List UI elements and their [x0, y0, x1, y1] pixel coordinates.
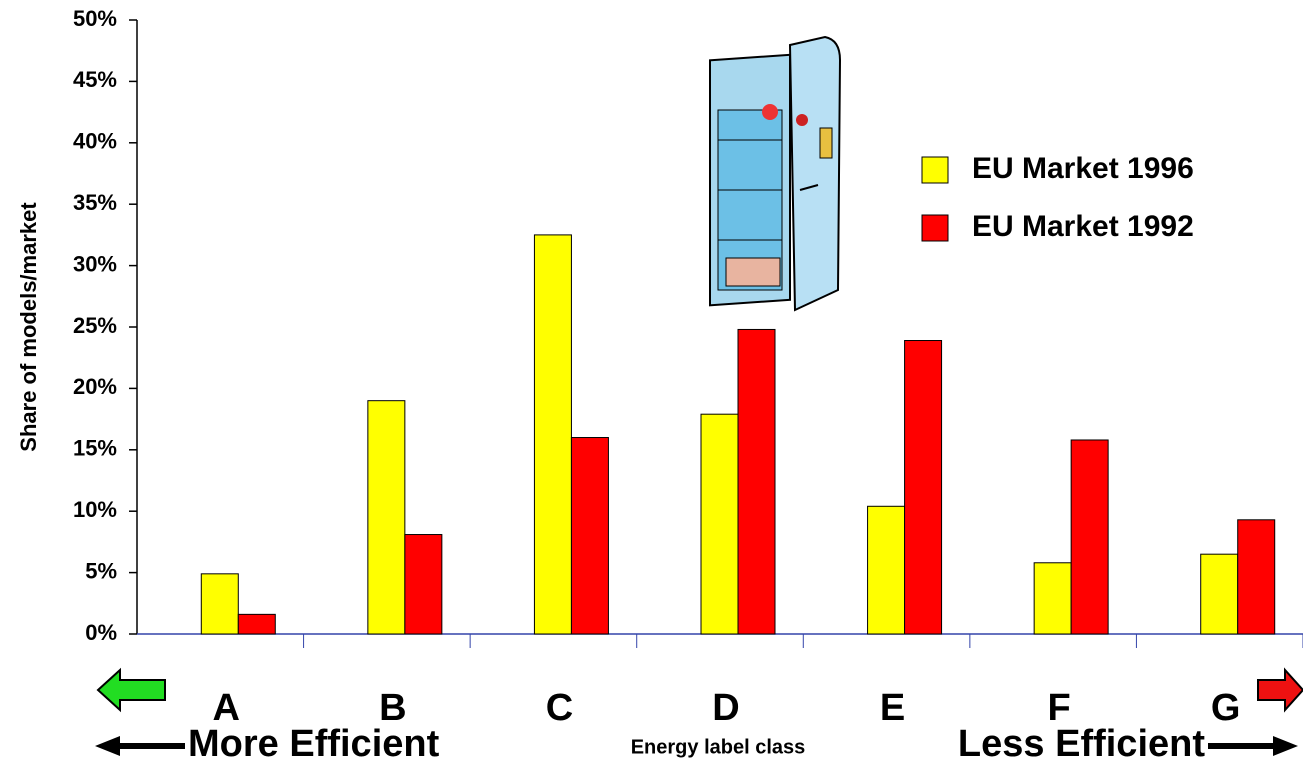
y-axis-label: Share of models/market	[16, 202, 41, 452]
arrow-left-icon	[96, 667, 166, 713]
bar	[737, 328, 776, 635]
y-tick-label: 30%	[73, 251, 117, 276]
x-tick-label: A	[213, 687, 240, 729]
bar	[367, 400, 406, 635]
bar	[1200, 553, 1239, 635]
y-tick-label: 50%	[73, 6, 117, 31]
bar	[700, 413, 739, 635]
bar	[1033, 562, 1072, 635]
bar	[867, 505, 906, 635]
bar	[1070, 439, 1109, 635]
bar	[904, 340, 943, 635]
y-tick-label: 45%	[73, 67, 117, 92]
y-tick-label: 40%	[73, 129, 117, 154]
bar	[533, 234, 572, 635]
x-tick-label: B	[379, 687, 406, 729]
x-tick-label: G	[1211, 687, 1241, 729]
legend-label: EU Market 1996	[972, 152, 1194, 185]
bar	[237, 613, 276, 635]
x-tick-label: E	[880, 687, 905, 729]
y-tick-label: 20%	[73, 374, 117, 399]
legend-swatch	[921, 214, 949, 242]
legend-swatch	[921, 156, 949, 184]
x-tick-label: D	[712, 687, 739, 729]
y-tick-label: 25%	[73, 313, 117, 338]
fridge-illustration	[709, 35, 842, 312]
bar	[1237, 519, 1276, 635]
x-tick-label: C	[546, 687, 573, 729]
arrow-right-line	[1208, 736, 1298, 756]
x-tick-label: F	[1048, 687, 1071, 729]
annotation: Less Efficient	[958, 723, 1205, 765]
x-axis-label: Energy label class	[631, 736, 806, 758]
y-tick-label: 35%	[73, 190, 117, 215]
arrow-right-icon	[1257, 667, 1303, 713]
y-tick-label: 10%	[73, 497, 117, 522]
annotation: More Efficient	[188, 723, 440, 765]
legend-label: EU Market 1992	[972, 210, 1194, 243]
arrow-left-line	[95, 736, 185, 756]
bar	[200, 573, 239, 635]
bar	[404, 534, 443, 635]
bar	[570, 437, 609, 635]
y-tick-label: 15%	[73, 436, 117, 461]
y-tick-label: 0%	[85, 620, 117, 645]
y-tick-label: 5%	[85, 558, 117, 583]
